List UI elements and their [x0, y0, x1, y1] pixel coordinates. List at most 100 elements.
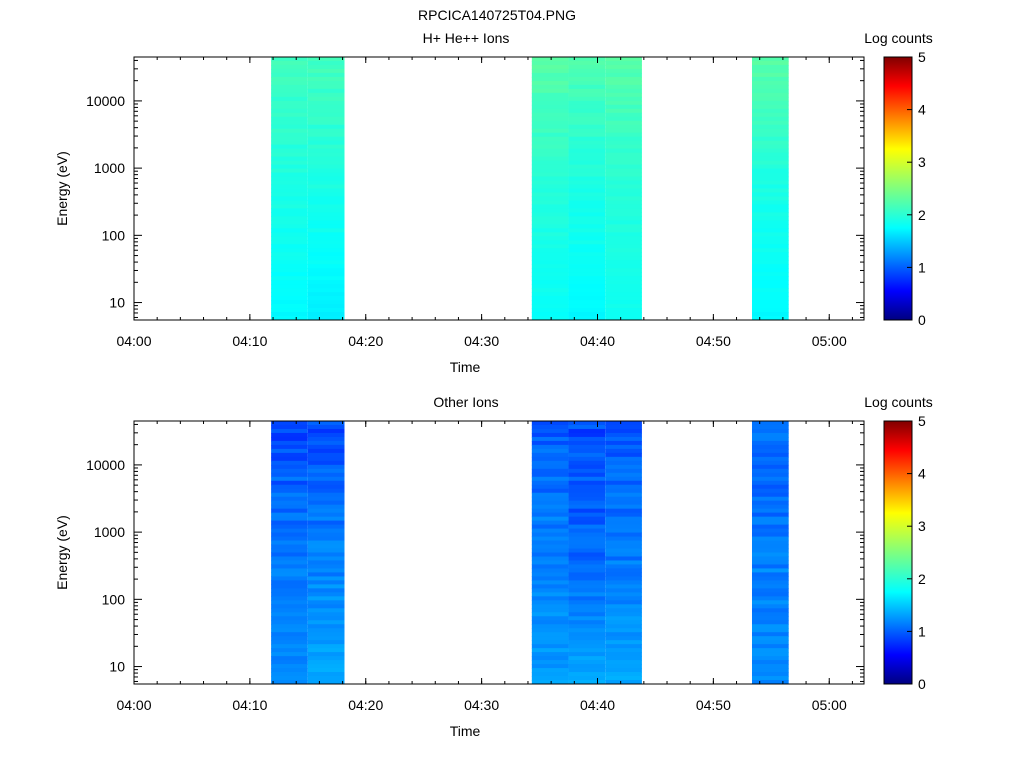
- heatmap-cell: [307, 604, 345, 609]
- heatmap-cell: [307, 148, 345, 154]
- heatmap-cell: [605, 652, 642, 657]
- heatmap-cell: [605, 664, 642, 669]
- heatmap-cell: [307, 280, 345, 285]
- heatmap-cell: [531, 204, 569, 210]
- heatmap-cell: [307, 96, 345, 102]
- heatmap-cell: [751, 148, 789, 154]
- colorbar-tick-label: 5: [918, 413, 926, 429]
- heatmap-cell: [307, 652, 345, 657]
- heatmap-cell: [271, 304, 308, 309]
- heatmap-cell: [271, 540, 308, 546]
- heatmap-cell: [531, 656, 569, 661]
- heatmap-cell: [568, 476, 606, 482]
- heatmap-cell: [531, 272, 569, 277]
- colorbar-label: Log counts: [864, 30, 933, 46]
- heatmap-cell: [531, 524, 569, 530]
- heatmap-cell: [568, 88, 606, 94]
- heatmap-cell: [271, 196, 308, 202]
- heatmap-cell: [271, 108, 308, 114]
- heatmap-cell: [605, 600, 642, 605]
- heatmap-cell: [751, 492, 789, 498]
- heatmap-cell: [605, 57, 642, 62]
- heatmap-cell: [751, 92, 789, 98]
- panel-h-he-ions: H+ He++ Ions 04:00 04:10 04:20 04:30 04:40 04:…: [54, 30, 933, 375]
- heatmap-cell: [605, 132, 642, 138]
- heatmap-cell: [307, 440, 345, 446]
- y-tick-label: 1000: [94, 160, 125, 176]
- heatmap-cell: [271, 476, 308, 482]
- colorbar-tick-label: 1: [918, 259, 926, 275]
- heatmap-cell: [751, 640, 789, 645]
- heatmap-cell: [751, 592, 789, 597]
- heatmap-cell: [751, 528, 789, 534]
- heatmap-cell: [307, 132, 345, 138]
- heatmap-cell: [307, 264, 345, 269]
- heatmap-cell: [751, 304, 789, 309]
- heatmap-cell: [531, 484, 569, 490]
- heatmap-cell: [531, 276, 569, 281]
- heatmap-cell: [271, 200, 308, 206]
- x-tick-label: 04:50: [696, 697, 731, 713]
- heatmap-cell: [531, 132, 569, 138]
- heatmap-cell: [531, 100, 569, 106]
- heatmap-cell: [568, 208, 606, 213]
- heatmap-cell: [605, 76, 642, 82]
- heatmap-cell: [751, 264, 789, 269]
- heatmap-cell: [307, 108, 345, 114]
- heatmap-cell: [531, 624, 569, 629]
- heatmap-cell: [271, 588, 308, 593]
- heatmap-cell: [605, 588, 642, 593]
- heatmap-cell: [605, 436, 642, 442]
- heatmap-cell: [751, 476, 789, 482]
- heatmap-cell: [751, 84, 789, 90]
- heatmap-cell: [751, 680, 789, 684]
- heatmap-cell: [531, 192, 569, 198]
- heatmap-cell: [568, 216, 606, 221]
- heatmap-cell: [271, 632, 308, 637]
- heatmap-cell: [605, 152, 642, 158]
- heatmap-cell: [751, 80, 789, 86]
- heatmap-cell: [605, 452, 642, 458]
- heatmap-cell: [605, 116, 642, 122]
- heatmap-cell: [307, 232, 345, 237]
- heatmap-cell: [531, 60, 569, 66]
- heatmap-cell: [568, 432, 606, 438]
- heatmap-cell: [751, 308, 789, 313]
- heatmap-cell: [271, 140, 308, 146]
- heatmap-cell: [751, 484, 789, 490]
- heatmap-cell: [271, 240, 308, 245]
- heatmap-cell: [271, 568, 308, 574]
- heatmap-cell: [531, 240, 569, 245]
- heatmap-cell: [271, 296, 308, 301]
- heatmap-cell: [531, 256, 569, 261]
- heatmap-cell: [271, 636, 308, 641]
- heatmap-cell: [751, 152, 789, 158]
- heatmap-cell: [307, 444, 345, 450]
- heatmap-cell: [751, 192, 789, 198]
- heatmap-cell: [307, 648, 345, 653]
- heatmap-cell: [568, 668, 606, 673]
- heatmap-cell: [271, 584, 308, 589]
- heatmap-cell: [605, 312, 642, 317]
- heatmap-cell: [568, 508, 606, 514]
- heatmap-cell: [605, 572, 642, 577]
- colorbar: [883, 56, 913, 321]
- heatmap-cell: [568, 596, 606, 601]
- heatmap-cell: [605, 636, 642, 641]
- heatmap-cell: [751, 256, 789, 261]
- heatmap-cell: [751, 164, 789, 170]
- heatmap-cell: [751, 57, 789, 62]
- heatmap-cell: [307, 520, 345, 526]
- heatmap-cell: [271, 88, 308, 94]
- colorbar-tick-label: 2: [918, 571, 926, 587]
- heatmap-cell: [751, 532, 789, 538]
- heatmap-cell: [531, 124, 569, 130]
- heatmap-cell: [531, 604, 569, 609]
- x-tick-label: 05:00: [812, 333, 847, 349]
- heatmap-cell: [307, 668, 345, 673]
- heatmap-cell: [605, 492, 642, 498]
- heatmap-cell: [531, 176, 569, 182]
- heatmap-cell: [271, 100, 308, 106]
- heatmap-cell: [271, 536, 308, 542]
- heatmap-cell: [568, 616, 606, 621]
